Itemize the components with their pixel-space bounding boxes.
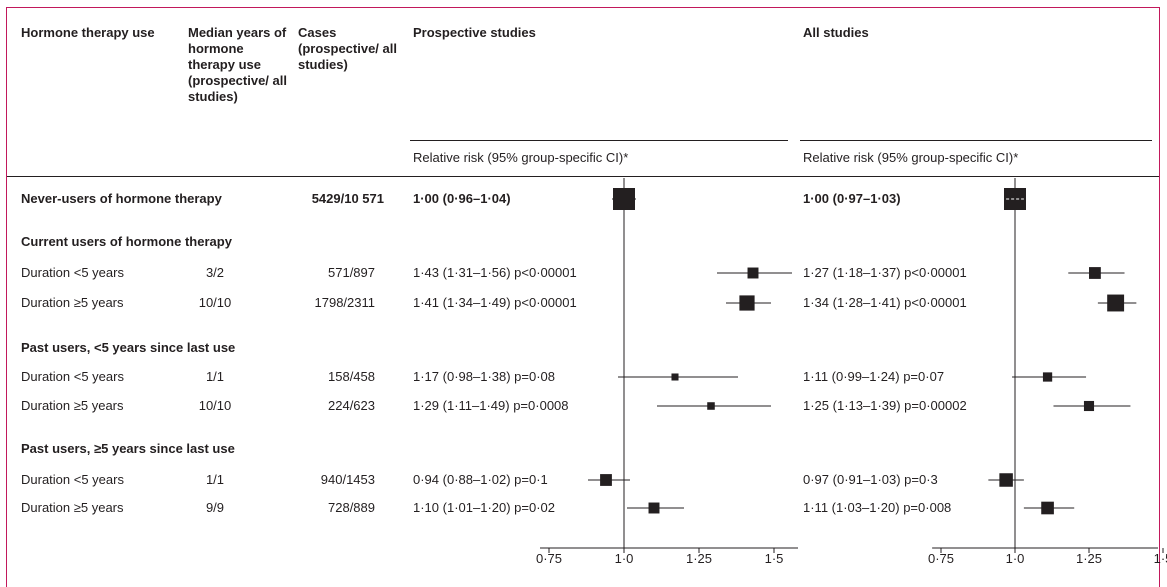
point-estimate-square [739,295,755,311]
table-cell-median: 9/9 [205,500,225,515]
table-cell-cases: 224/623 [328,398,375,413]
table-cell-median: 3/2 [205,265,225,280]
table-cell-prospective-rr: 1·41 (1·34–1·49) p<0·00001 [413,295,577,310]
section-current-users: Current users of hormone therapy [21,234,232,249]
table-cell-all-rr: 1·34 (1·28–1·41) p<0·00001 [803,295,967,310]
point-estimate-square [671,373,679,381]
table-cell-duration: Duration <5 years [21,369,124,384]
point-estimate-square [1042,372,1053,382]
point-estimate-square [600,474,612,486]
table-cell-median: 10/10 [198,295,232,310]
point-estimate-square [1107,294,1125,312]
point-estimate-square [648,502,660,514]
table-cell-all-rr: 1·11 (0·99–1·24) p=0·07 [803,369,945,384]
table-cell-duration: Duration ≥5 years [21,398,124,413]
table-cell-prospective-rr: 1·29 (1·11–1·49) p=0·0008 [413,398,569,413]
section-past-users-lt5: Past users, <5 years since last use [21,340,236,355]
table-cell-cases: 5429/10 571 [311,191,384,206]
point-estimate-square [1083,400,1095,412]
table-cell-prospective-rr: 0·94 (0·88–1·02) p=0·1 [413,472,548,487]
table-frame [6,7,1160,587]
x-tick-label: 1·5 [1154,551,1167,566]
x-tick-label: 1·25 [1076,551,1102,566]
point-estimate-square [613,188,635,210]
table-cell-prospective-rr: 1·43 (1·31–1·56) p<0·00001 [413,265,577,280]
table-cell-all-rr: 1·11 (1·03–1·20) p=0·008 [803,500,952,515]
table-cell-duration: Duration ≥5 years [21,295,124,310]
x-tick-label: 1·5 [765,551,784,566]
header-bottom-rule [7,176,1159,177]
table-cell-median: 10/10 [198,398,232,413]
axis-label-all: Relative risk (95% group-specific CI)* [803,150,1019,165]
header-rule-prospective [410,140,788,141]
header-rule-all [800,140,1152,141]
table-cell-prospective-rr: 1·10 (1·01–1·20) p=0·02 [413,500,556,515]
point-estimate-square [1089,267,1101,279]
header-hormone-therapy-use: Hormone therapy use [21,25,155,40]
point-estimate-square [1004,188,1026,210]
table-cell-all-rr: 0·97 (0·91–1·03) p=0·3 [803,472,938,487]
x-tick-label: 0·75 [536,551,562,566]
x-tick-label: 1·0 [1006,551,1025,566]
point-estimate-square [999,473,1013,487]
table-cell-median: 1/1 [205,369,225,384]
table-cell-cases: 728/889 [328,500,375,515]
table-cell-median: 1/1 [205,472,225,487]
header-all-studies: All studies [803,25,869,40]
header-median-years: Median years of hormone therapy use (pro… [188,25,287,104]
table-cell-duration: Duration ≥5 years [21,500,124,515]
point-estimate-square [747,267,759,279]
table-cell-all-rr: 1·00 (0·97–1·03) [803,191,901,206]
x-tick-label: 0·75 [928,551,954,566]
x-tick-label: 1·25 [686,551,712,566]
table-cell-prospective-rr: 1·00 (0·96–1·04) [413,191,511,206]
table-cell-duration: Duration <5 years [21,472,124,487]
table-cell-cases: 1798/2311 [314,295,376,310]
table-cell-cases: 158/458 [328,369,375,384]
point-estimate-square [1041,501,1054,515]
forest-plots: 0·75 1·0 1·25 1·5 0·75 1·0 1·25 1·5 [536,178,1167,566]
point-estimate-square [707,402,715,410]
table-cell-duration: Duration <5 years [21,265,124,280]
x-tick-label: 1·0 [615,551,634,566]
table-cell-cases: 571/897 [328,265,375,280]
table-cell-cases: 940/1453 [320,472,375,487]
header-cases: Cases (prospective/ all studies) [298,25,397,72]
section-past-users-ge5: Past users, ≥5 years since last use [21,441,235,456]
header-prospective-studies: Prospective studies [413,25,536,40]
table-cell-prospective-rr: 1·17 (0·98–1·38) p=0·08 [413,369,556,384]
axis-label-prospective: Relative risk (95% group-specific CI)* [413,150,629,165]
section-never-users: Never-users of hormone therapy [21,191,222,206]
table-cell-all-rr: 1·25 (1·13–1·39) p=0·00002 [803,398,967,413]
table-cell-all-rr: 1·27 (1·18–1·37) p<0·00001 [803,265,967,280]
